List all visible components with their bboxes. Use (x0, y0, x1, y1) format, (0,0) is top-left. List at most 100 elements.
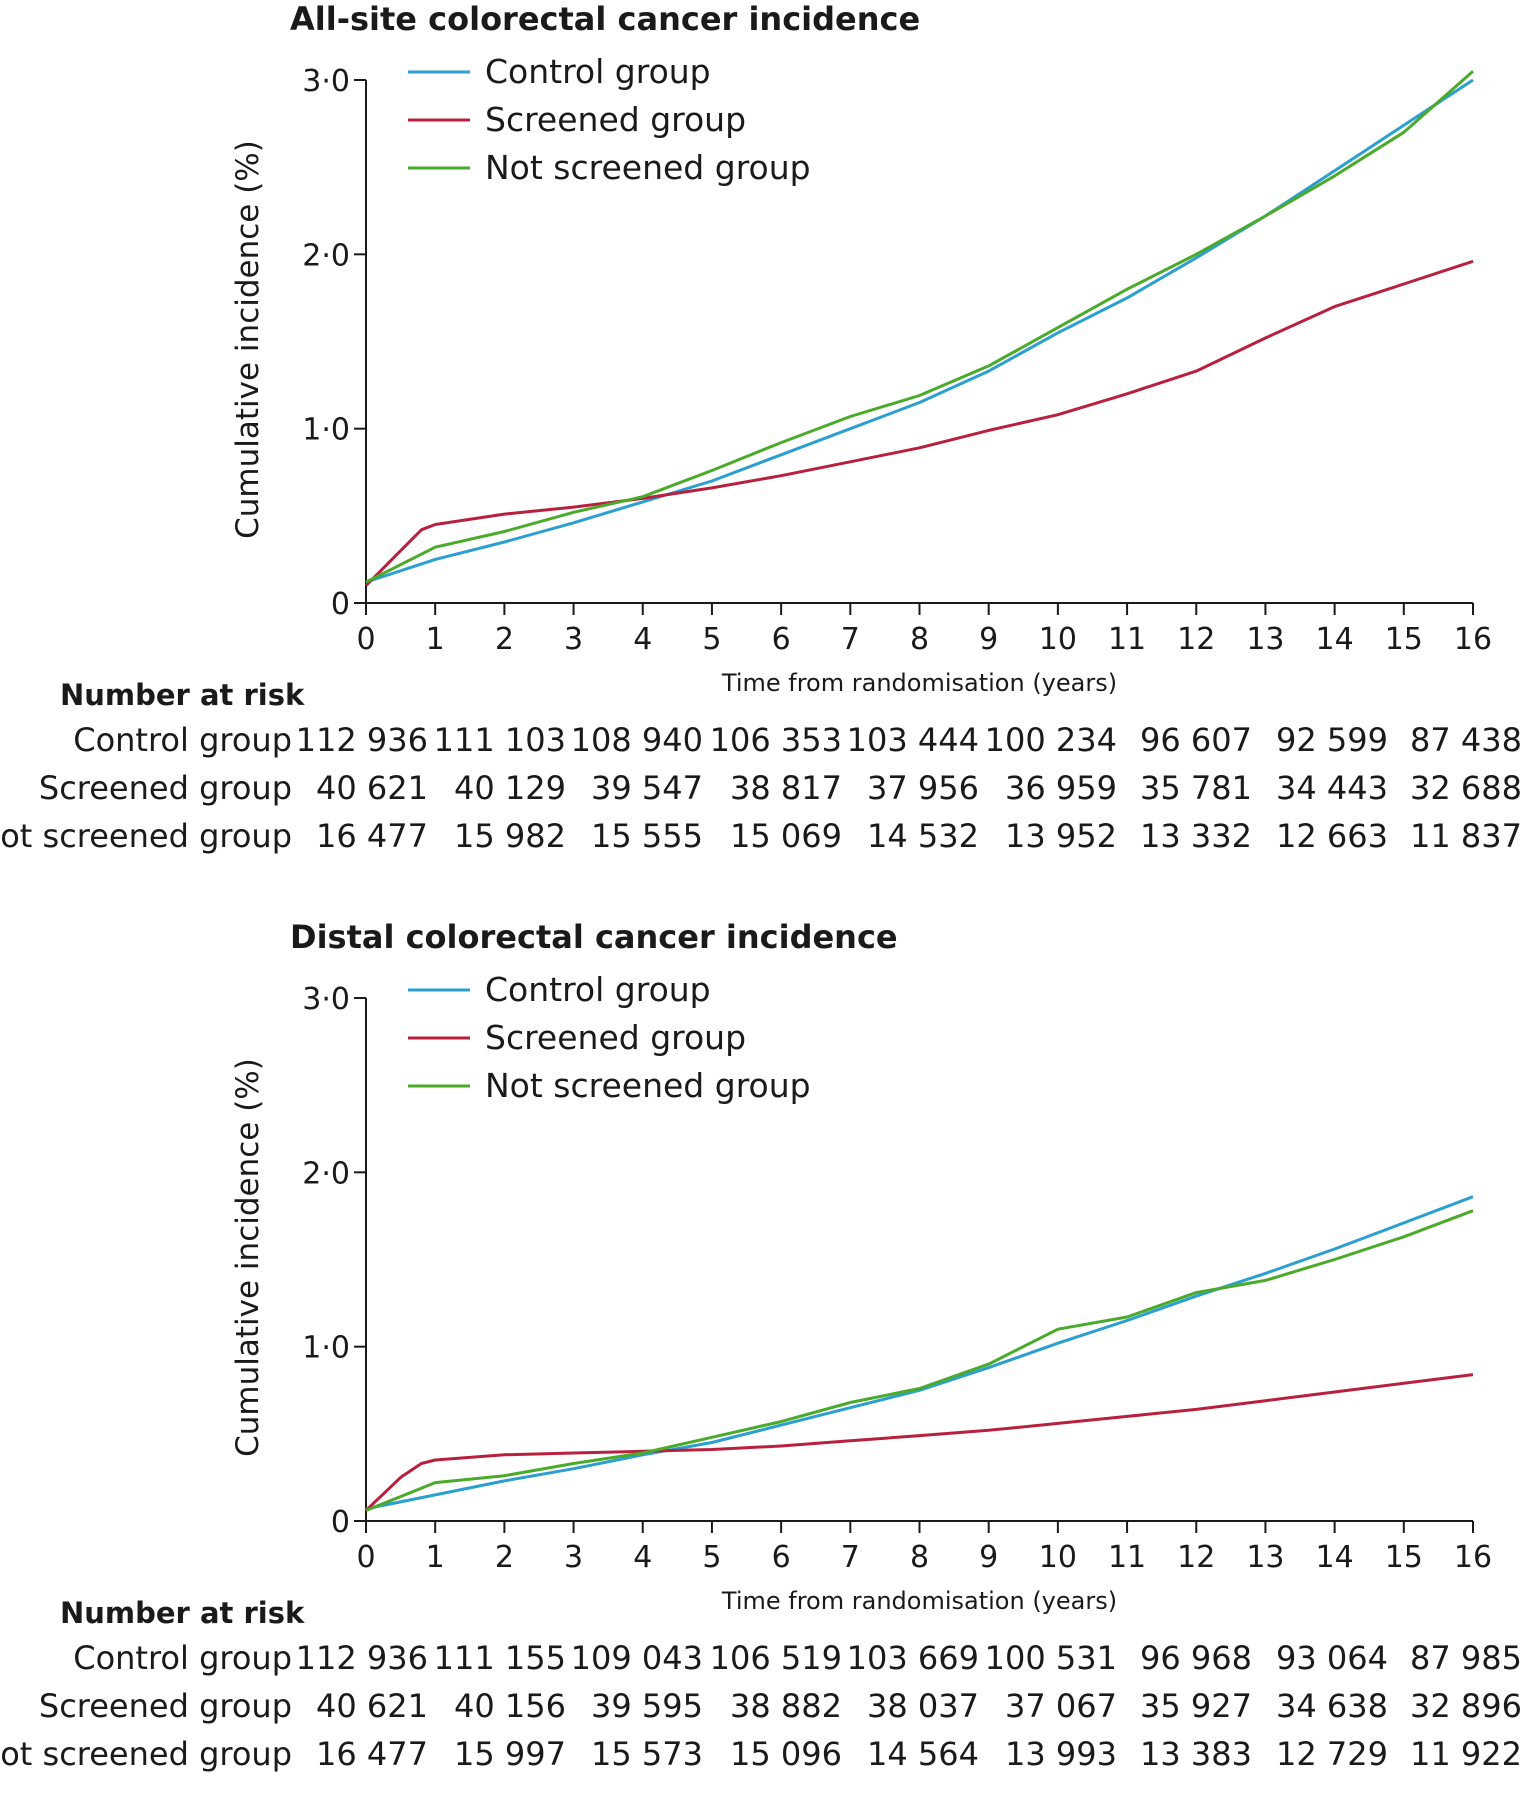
risk-cell: 109 043 (570, 1639, 703, 1677)
x-tick-label: 9 (979, 1540, 998, 1575)
risk-heading: Number at risk (60, 1596, 305, 1630)
legend-label: Not screened group (485, 1066, 811, 1105)
risk-cell: 13 952 (1005, 817, 1117, 855)
risk-cell: 40 156 (454, 1687, 566, 1725)
risk-cell: 12 663 (1276, 817, 1388, 855)
panel-distal: Distal colorectal cancer incidence Cumula… (0, 918, 1524, 1808)
risk-cell: 38 882 (730, 1687, 842, 1725)
risk-cell: 15 573 (591, 1735, 703, 1773)
y-tick-label: 3·0 (302, 982, 350, 1017)
x-axis-label: Time from randomisation (years) (721, 1587, 1117, 1615)
y-tick-label: 2·0 (302, 238, 350, 273)
risk-cell: 13 383 (1140, 1735, 1252, 1773)
y-tick-label: 0 (331, 1505, 350, 1540)
x-tick-label: 0 (356, 622, 375, 657)
risk-row: Screened group 40 621 40 129 39 547 38 817 37… (0, 769, 1524, 813)
risk-cell: 103 444 (846, 721, 979, 759)
x-tick-label: 2 (495, 622, 514, 657)
risk-cell: 37 956 (867, 769, 979, 807)
risk-cell: 112 936 (295, 721, 428, 759)
risk-cell: 87 438 (1410, 721, 1522, 759)
risk-cell: 92 599 (1276, 721, 1388, 759)
x-tick-label: 15 (1385, 1540, 1423, 1575)
x-tick-label: 2 (495, 1540, 514, 1575)
risk-cell: 40 129 (454, 769, 566, 807)
x-tick-label: 8 (910, 622, 929, 657)
risk-cell: 14 532 (867, 817, 979, 855)
risk-row-label: Control group (73, 721, 292, 759)
risk-cell: 35 927 (1140, 1687, 1252, 1725)
x-tick-label: 6 (772, 622, 791, 657)
series-line-screened (364, 1373, 1474, 1512)
risk-cell: 93 064 (1276, 1639, 1388, 1677)
risk-cell: 38 037 (867, 1687, 979, 1725)
y-axis-label: Cumulative incidence (%) (230, 140, 266, 539)
risk-cell: 96 968 (1140, 1639, 1252, 1677)
risk-cell: 106 353 (709, 721, 842, 759)
risk-cell: 103 669 (846, 1639, 979, 1677)
risk-cell: 11 922 (1410, 1735, 1522, 1773)
series-line-control (365, 1195, 1474, 1511)
x-tick-label: 3 (564, 1540, 583, 1575)
x-tick-label: 13 (1246, 1540, 1284, 1575)
risk-cell: 15 555 (591, 817, 703, 855)
risk-row-label: Control group (73, 1639, 292, 1677)
risk-cell: 16 477 (316, 817, 428, 855)
risk-cell: 112 936 (295, 1639, 428, 1677)
risk-cell: 14 564 (867, 1735, 979, 1773)
x-tick-label: 14 (1316, 622, 1354, 657)
x-tick-label: 15 (1385, 622, 1423, 657)
risk-cell: 111 155 (433, 1639, 566, 1677)
x-tick-label: 13 (1246, 622, 1284, 657)
chart-title: Distal colorectal cancer incidence (290, 918, 898, 956)
x-tick-label: 14 (1316, 1540, 1354, 1575)
risk-heading: Number at risk (60, 678, 305, 712)
risk-cell: 34 638 (1276, 1687, 1388, 1725)
risk-row-label: Screened group (38, 769, 292, 807)
risk-cell: 36 959 (1005, 769, 1117, 807)
x-tick-label: 7 (841, 1540, 860, 1575)
risk-cell: 13 332 (1140, 817, 1252, 855)
x-tick-label: 4 (633, 622, 652, 657)
series-line-not_screened (365, 70, 1474, 584)
x-tick-label: 16 (1454, 622, 1492, 657)
x-tick-label: 10 (1039, 622, 1077, 657)
risk-row: Not screened group 16 477 15 982 15 555 15 0… (0, 817, 1524, 861)
risk-cell: 39 547 (591, 769, 703, 807)
risk-cell: 13 993 (1005, 1735, 1117, 1773)
panel-all-site: All-site colorectal cancer incidence Cumu… (0, 0, 1524, 890)
y-tick-label: 3·0 (302, 64, 350, 99)
legend-label: Control group (485, 52, 711, 91)
x-tick-label: 11 (1108, 622, 1146, 657)
x-tick-label: 0 (356, 1540, 375, 1575)
x-tick-label: 5 (702, 622, 721, 657)
risk-row: Control group 112 936 111 103 108 940 106 35… (0, 721, 1524, 765)
risk-cell: 16 477 (316, 1735, 428, 1773)
chart-title: All-site colorectal cancer incidence (290, 0, 920, 38)
risk-cell: 15 997 (454, 1735, 566, 1773)
risk-cell: 32 688 (1410, 769, 1522, 807)
x-tick-label: 9 (979, 622, 998, 657)
x-tick-label: 1 (426, 1540, 445, 1575)
risk-cell: 87 985 (1410, 1639, 1522, 1677)
risk-cell: 37 067 (1005, 1687, 1117, 1725)
risk-cell: 34 443 (1276, 769, 1388, 807)
risk-row: Control group 112 936 111 155 109 043 106 51… (0, 1639, 1524, 1683)
risk-row-label: Not screened group (0, 817, 292, 855)
risk-cell: 100 531 (984, 1639, 1117, 1677)
x-tick-label: 4 (633, 1540, 652, 1575)
risk-cell: 32 896 (1410, 1687, 1522, 1725)
y-tick-label: 1·0 (302, 413, 350, 448)
risk-cell: 15 982 (454, 817, 566, 855)
x-axis-label: Time from randomisation (years) (721, 669, 1117, 697)
x-tick-label: 16 (1454, 1540, 1492, 1575)
x-tick-label: 6 (772, 1540, 791, 1575)
y-tick-label: 2·0 (302, 1156, 350, 1191)
risk-cell: 40 621 (316, 1687, 428, 1725)
x-tick-label: 11 (1108, 1540, 1146, 1575)
risk-row-label: Not screened group (0, 1735, 292, 1773)
x-tick-label: 10 (1039, 1540, 1077, 1575)
risk-cell: 11 837 (1410, 817, 1522, 855)
y-tick-label: 1·0 (302, 1331, 350, 1366)
risk-cell: 15 069 (730, 817, 842, 855)
